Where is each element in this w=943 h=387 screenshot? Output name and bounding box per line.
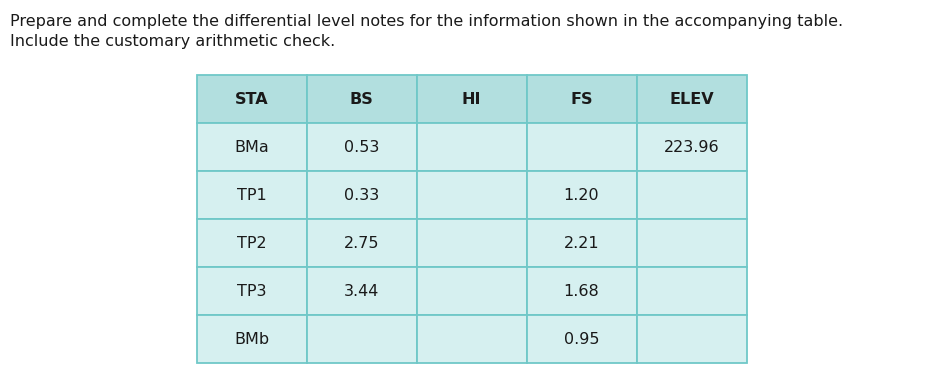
Bar (306, 267, 417, 315)
Bar (196, 219, 306, 267)
Bar (196, 315, 306, 363)
Bar (526, 267, 637, 315)
Bar (196, 75, 306, 123)
Text: TP2: TP2 (237, 236, 266, 250)
Bar (637, 75, 747, 123)
Bar (306, 315, 417, 363)
Text: 2.75: 2.75 (344, 236, 379, 250)
Bar (306, 75, 417, 123)
Bar (306, 123, 417, 171)
Bar (306, 219, 417, 267)
Bar (417, 171, 526, 219)
Bar (526, 315, 637, 363)
Bar (637, 171, 747, 219)
Text: FS: FS (571, 91, 593, 106)
Bar (637, 219, 747, 267)
Text: TP1: TP1 (237, 187, 266, 202)
Bar (417, 315, 526, 363)
Bar (196, 171, 306, 219)
Bar (637, 315, 747, 363)
Bar (196, 123, 306, 171)
Bar (417, 219, 526, 267)
Bar (637, 123, 747, 171)
Text: Prepare and complete the differential level notes for the information shown in t: Prepare and complete the differential le… (10, 14, 843, 29)
Text: 0.53: 0.53 (344, 139, 379, 154)
Text: ELEV: ELEV (670, 91, 714, 106)
Bar (526, 75, 637, 123)
Text: 0.33: 0.33 (344, 187, 379, 202)
Text: 2.21: 2.21 (564, 236, 600, 250)
Text: 3.44: 3.44 (344, 284, 379, 298)
Text: 1.20: 1.20 (564, 187, 600, 202)
Text: STA: STA (235, 91, 269, 106)
Text: 223.96: 223.96 (664, 139, 720, 154)
Text: BS: BS (350, 91, 373, 106)
Bar (196, 267, 306, 315)
Bar (526, 219, 637, 267)
Bar (526, 171, 637, 219)
Text: 1.68: 1.68 (564, 284, 600, 298)
Text: Include the customary arithmetic check.: Include the customary arithmetic check. (10, 34, 336, 49)
Text: BMb: BMb (234, 332, 269, 346)
Bar (417, 267, 526, 315)
Bar (306, 171, 417, 219)
Text: TP3: TP3 (237, 284, 266, 298)
Bar (417, 123, 526, 171)
Text: HI: HI (462, 91, 481, 106)
Text: BMa: BMa (234, 139, 269, 154)
Bar (526, 123, 637, 171)
Bar (637, 267, 747, 315)
Bar (417, 75, 526, 123)
Text: 0.95: 0.95 (564, 332, 599, 346)
